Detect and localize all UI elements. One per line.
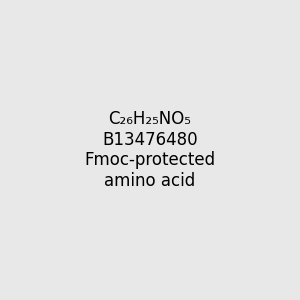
Text: C₂₆H₂₅NO₅
B13476480
Fmoc-protected
amino acid: C₂₆H₂₅NO₅ B13476480 Fmoc-protected amino… <box>84 110 216 190</box>
